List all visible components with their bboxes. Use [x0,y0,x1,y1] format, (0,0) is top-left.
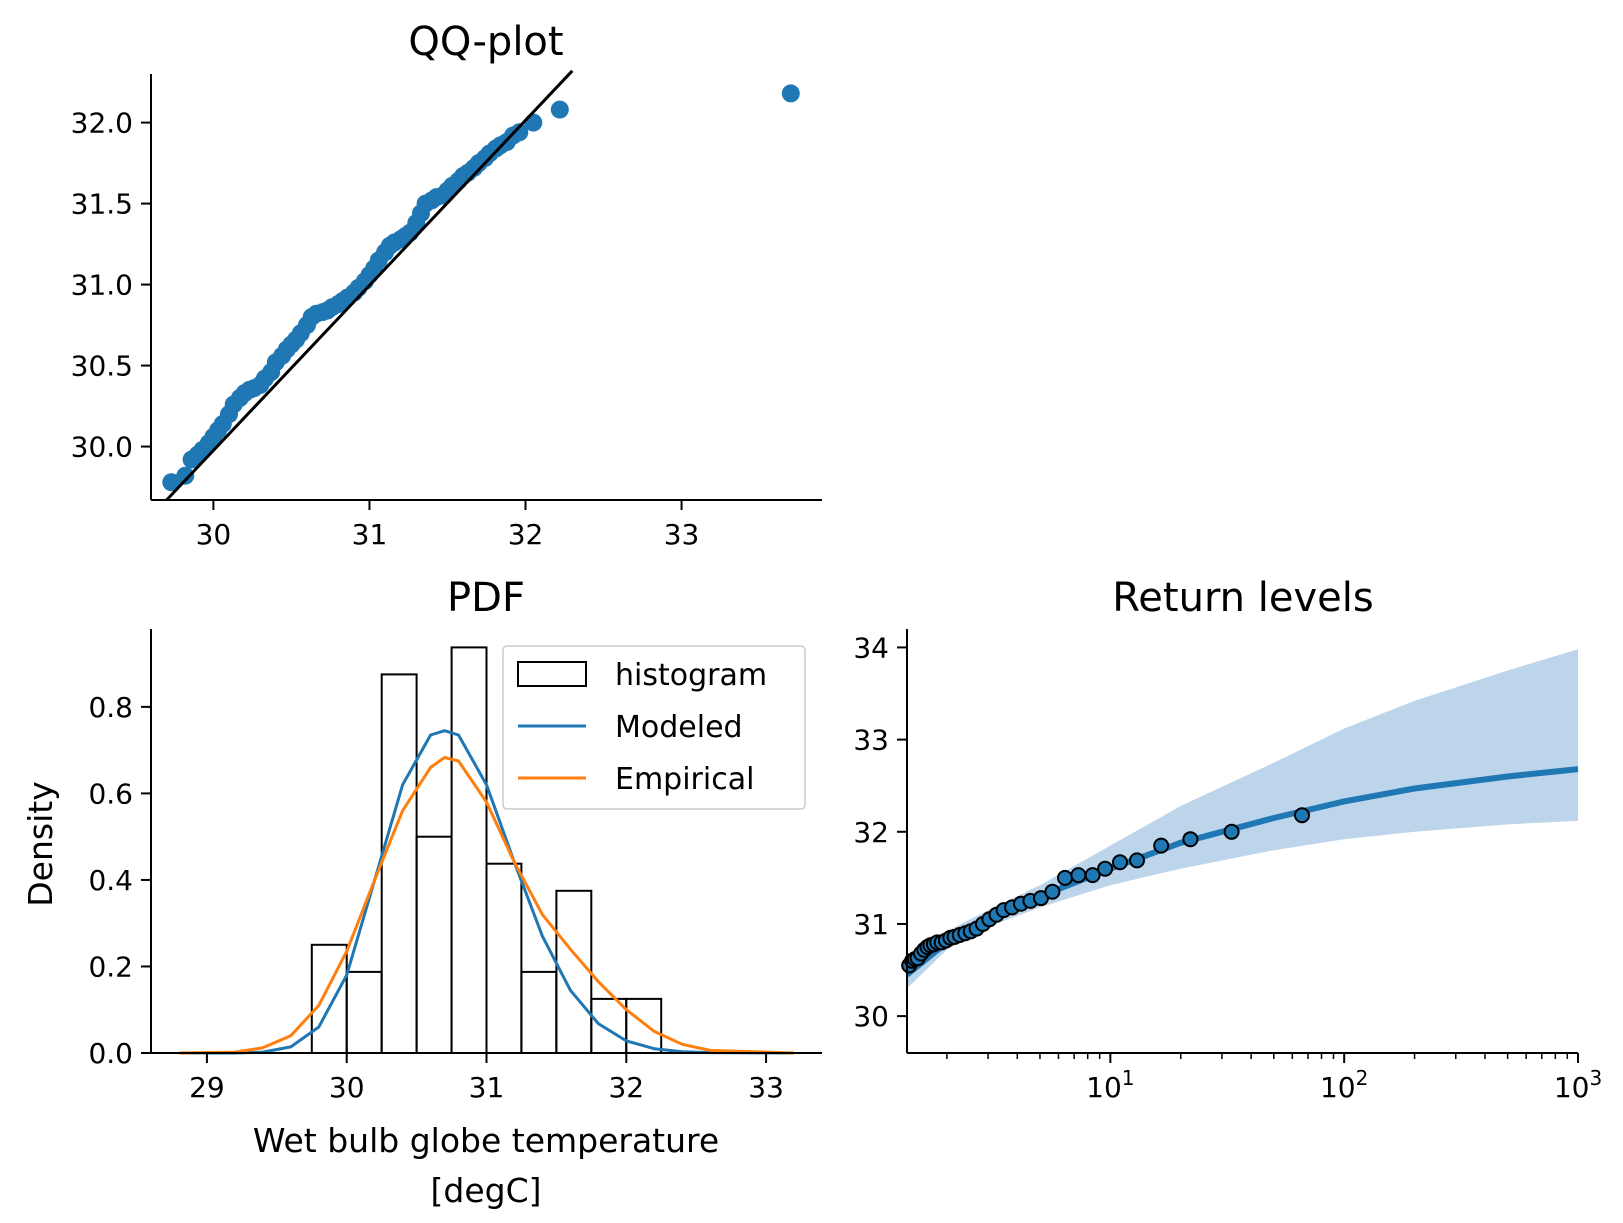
pdf-x-tick-label: 29 [189,1071,225,1104]
histogram-bar [485,862,523,1055]
return-x-tick-label: 102 [1320,1066,1368,1104]
return-y-tick-label: 31 [853,908,889,941]
return-y-tick-label: 34 [853,631,889,664]
return-levels-axes: 101 102 103 30 31 32 33 34 [853,629,1602,1104]
qq-x-tick-label: 31 [352,518,388,551]
pdf-x-axis-label: Wet bulb globe temperature [degC] [253,1121,719,1210]
pdf-x-tick-label: 33 [748,1071,784,1104]
pdf-y-tick-label: 0.2 [88,950,133,983]
qq-point [162,473,181,492]
histogram-bar [590,997,628,1055]
modeled-pdf-line [179,729,795,1055]
return-levels-title: Return levels [1112,575,1373,621]
qq-plot-panel: QQ-plot 30 31 32 33 30.0 30.5 31.0 31.5 32.0 [71,19,822,551]
qq-y-tick-label: 30.0 [71,431,133,464]
pdf-x-tick-label: 30 [329,1071,365,1104]
pdf-y-tick-label: 0.6 [88,777,133,810]
return-levels-marks [901,649,1579,989]
histogram-bar [520,970,558,1055]
qq-y-tick-label: 30.5 [71,350,133,383]
pdf-y-axis-label: Density [21,781,60,906]
qq-x-tick-label: 33 [664,518,700,551]
pdf-marks [178,646,795,1055]
return-x-tick-label: 101 [1086,1066,1134,1104]
qq-point [524,113,543,132]
pdf-x-tick-label: 32 [608,1071,644,1104]
qq-x-tick-label: 30 [196,518,232,551]
qq-plot-title: QQ-plot [408,19,563,65]
return-levels-panel: Return levels 101 102 103 30 31 32 33 34 [853,575,1602,1104]
histogram-bar [345,970,383,1055]
qq-y-tick-label: 31.5 [71,188,133,221]
observed-return-point [1044,883,1061,900]
qq-y-tick-label: 31.0 [71,269,133,302]
pdf-y-tick-label: 0.0 [88,1037,133,1070]
histogram-bar [450,646,488,1055]
return-y-tick-label: 33 [853,724,889,757]
qq-plot-marks [162,69,800,502]
observed-return-point [1084,867,1101,884]
pdf-y-tick-label: 0.8 [88,691,133,724]
observed-return-point [1153,837,1170,854]
pdf-y-tick-label: 0.4 [88,864,133,897]
histogram-bar [415,835,453,1055]
legend-empirical-label: Empirical [615,762,754,797]
qq-reference-line [165,69,574,502]
observed-return-point [1223,823,1240,840]
observed-return-point [1129,852,1145,869]
pdf-x-tick-label: 31 [469,1071,505,1104]
confidence-band [907,649,1578,989]
legend-modeled-label: Modeled [615,710,743,745]
observed-return-point [1112,854,1128,871]
observed-return-point [1097,860,1114,877]
histogram-bar [380,673,418,1055]
observed-return-point [1070,867,1087,884]
qq-y-tick-label: 32.0 [71,107,133,140]
observed-return-point [1057,869,1073,886]
qq-plot-axes: 30 31 32 33 30.0 30.5 31.0 31.5 32.0 [71,74,822,551]
empirical-pdf-line [178,756,795,1055]
pdf-axes: 29 30 31 32 33 0.0 0.2 0.4 0.6 0.8 [88,629,822,1104]
legend-histogram-label: histogram [615,658,767,693]
qq-point [550,100,569,119]
pdf-title: PDF [447,575,525,621]
qq-point [510,123,529,142]
legend-histogram-swatch [517,661,587,687]
qq-x-tick-label: 32 [508,518,544,551]
return-y-tick-label: 32 [853,816,889,849]
observed-return-point [1182,831,1199,848]
qq-point [176,466,195,485]
pdf-legend: histogram Modeled Empirical [502,645,806,810]
pdf-panel: PDF 29 30 31 32 33 0.0 0.2 0.4 0.6 0.8 Density We… [21,575,822,1210]
qq-point [781,84,800,103]
return-x-tick-label: 103 [1554,1066,1602,1104]
return-y-tick-label: 30 [853,1000,889,1033]
observed-return-point [1294,807,1310,824]
